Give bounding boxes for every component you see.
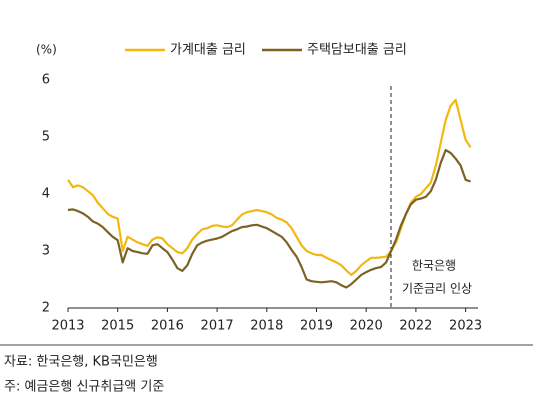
legend-label: 가계대출 금리	[170, 43, 246, 58]
y-axis-label: (%)	[36, 43, 57, 57]
x-tick-label: 2015	[101, 319, 134, 334]
source-note: 자료: 한국은행, KB국민은행	[4, 354, 158, 370]
x-tick-label: 2017	[201, 319, 234, 334]
footnote: 주: 예금은행 신규취급액 기준	[4, 379, 164, 395]
x-tick-label: 2022	[399, 319, 432, 334]
x-tick-label: 2020	[350, 319, 383, 334]
x-tick-label: 2023	[449, 319, 482, 334]
y-tick-label: 6	[42, 73, 50, 88]
x-tick-label: 2013	[51, 319, 84, 334]
y-tick-label: 4	[42, 187, 50, 202]
y-tick-label: 5	[42, 130, 50, 145]
y-tick-label: 2	[42, 301, 50, 316]
annotation: 한국은행	[412, 258, 456, 273]
annotation: 기준금리 인상	[402, 282, 472, 296]
x-tick-label: 2019	[300, 319, 333, 334]
legend-label: 주택담보대출 금리	[307, 43, 407, 58]
x-tick-label: 2018	[250, 319, 283, 334]
x-tick-label: 2016	[151, 319, 184, 334]
series-line	[67, 149, 471, 289]
y-tick-label: 3	[42, 244, 50, 259]
